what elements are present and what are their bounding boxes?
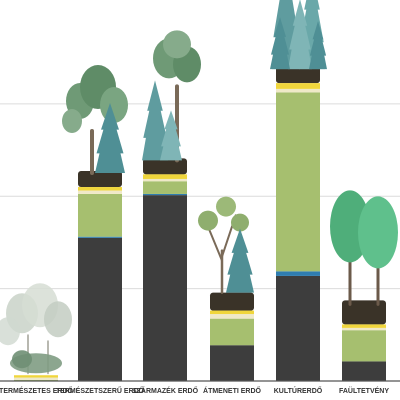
x-tick-label: TERMÉSZETSZERŰ ERDŐ [56, 386, 145, 395]
x-tick-label: SZÁRMAZÉK ERDŐ [132, 386, 199, 395]
foliage-blob [358, 196, 398, 269]
conifer-tree [142, 80, 168, 161]
foliage-blob [0, 317, 20, 346]
conifer-stand-icon [270, 0, 327, 84]
soil-mound [143, 158, 187, 175]
conifer-tree [288, 0, 312, 70]
bar-segment-cream [143, 178, 187, 182]
bar-segment-cream [276, 88, 320, 93]
x-tick-label: ÁTMENETI ERDŐ [203, 386, 262, 395]
bar-segment-yellow [210, 310, 254, 315]
x-tick-label: FAÜLTETVÉNY [339, 386, 389, 395]
bar-segment-yellow [143, 174, 187, 179]
bar-segment-dark [210, 345, 254, 381]
bar-segment-blue [143, 193, 187, 196]
poplar-plantation-icon [330, 190, 398, 325]
mixed-forest-icon [142, 30, 201, 175]
foliage-blob [62, 109, 82, 134]
bar-segment-green [210, 318, 254, 346]
mixed-forest-icon [62, 65, 128, 188]
bar-segment-cream [14, 377, 58, 380]
conifer-tree [226, 228, 254, 293]
foliage-blob [198, 210, 218, 231]
bar-segment-dark [78, 237, 122, 381]
bar-segment-yellow [78, 187, 122, 191]
bar-segment-cream [78, 190, 122, 194]
bar-segment-green [342, 330, 386, 362]
x-tick-label: TERMÉSZETES ERDŐ [0, 386, 73, 395]
bar-segment-cream [210, 314, 254, 319]
foliage-blob [44, 301, 72, 338]
bar-segment-cream [342, 327, 386, 331]
bar-segment-green [143, 181, 187, 194]
conifer-tree [309, 21, 327, 70]
bars [14, 83, 386, 381]
bar-segment-green [276, 92, 320, 272]
conifer-tree [270, 17, 290, 70]
bar-segment-yellow [14, 375, 58, 378]
bar-segment-yellow [276, 83, 320, 89]
bar-segment-green [78, 193, 122, 237]
bar-segment-dark [143, 195, 187, 381]
soil-mound [78, 171, 122, 188]
foliage-blob [12, 350, 32, 369]
bar-segment-dark [342, 361, 386, 381]
bar-segment-blue [276, 271, 320, 276]
tree-illustrations [0, 0, 398, 375]
bar-segment-dark [276, 275, 320, 381]
tree-branch [207, 226, 223, 261]
young-forest-icon [198, 196, 254, 311]
foliage-blob [216, 196, 236, 217]
x-tick-label: KULTÚRERDŐ [274, 386, 323, 395]
soil-mound [276, 65, 320, 84]
conifer-tree [95, 103, 125, 174]
conifer-tree [160, 110, 182, 161]
foliage-blob [231, 213, 249, 232]
soil-mound [342, 300, 386, 325]
bar-segment-yellow [342, 324, 386, 328]
misty-forest-icon [0, 283, 72, 375]
bar-segment-blue [78, 236, 122, 238]
foliage-blob [163, 30, 191, 59]
soil-mound [210, 292, 254, 311]
